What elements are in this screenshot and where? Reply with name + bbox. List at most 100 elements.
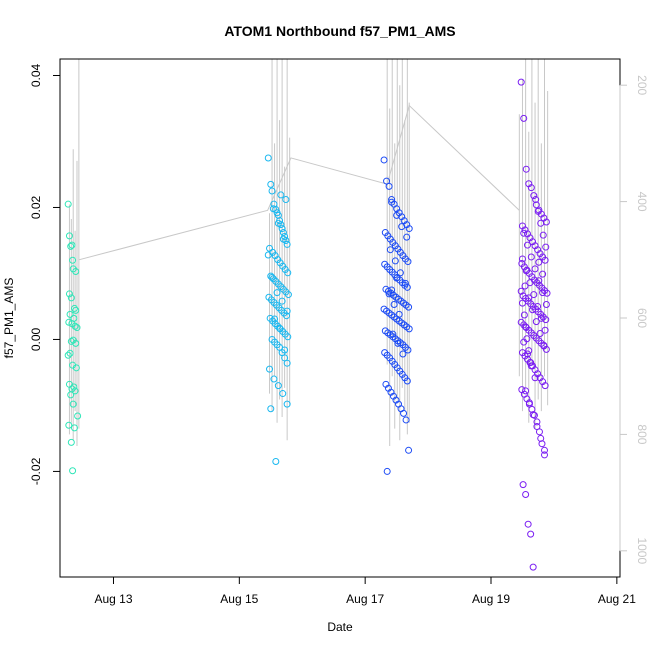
data-point [277, 191, 285, 199]
data-point [284, 269, 292, 277]
data-point [67, 337, 75, 345]
data-point [540, 451, 548, 459]
secondary-series-layer [68, 59, 549, 447]
data-point [394, 339, 402, 347]
data-point [525, 399, 533, 407]
data-point [385, 182, 393, 190]
data-point [274, 382, 282, 390]
data-point [380, 156, 388, 164]
data-point [535, 277, 543, 285]
data-point [403, 377, 411, 385]
data-point [74, 412, 82, 420]
data-point [542, 316, 550, 324]
data-point [264, 154, 272, 162]
y-tick-label: 0.02 [29, 195, 43, 219]
data-point [402, 416, 410, 424]
data-point [264, 251, 272, 259]
data-point [522, 387, 530, 395]
data-point [67, 438, 75, 446]
data-point [72, 339, 80, 347]
data-point [532, 196, 540, 204]
data-point [403, 283, 411, 291]
data-point [535, 258, 543, 266]
plot-frame [59, 58, 621, 578]
x-axis: Aug 13 Aug 15 Aug 17 Aug 19 Aug 21 [94, 576, 636, 606]
data-point [67, 242, 75, 250]
y-tick-label: 0.04 [29, 63, 43, 87]
data-point [527, 184, 535, 192]
data-point [527, 359, 535, 367]
x-tick-label: Aug 17 [346, 592, 384, 606]
data-point [542, 243, 550, 251]
data-point [522, 491, 530, 499]
data-point [539, 289, 547, 297]
data-point [531, 374, 539, 382]
series-group [64, 200, 82, 475]
data-point [72, 306, 80, 314]
data-point [517, 78, 525, 86]
data-point [274, 219, 282, 227]
data-point [524, 350, 532, 358]
data-point [66, 310, 74, 318]
points-layer [64, 78, 551, 571]
data-point [283, 359, 291, 367]
data-point [67, 294, 75, 302]
data-point [278, 297, 286, 305]
secondary-y-tick-label: 600 [635, 308, 649, 328]
data-point [524, 520, 532, 528]
data-point [541, 256, 549, 264]
data-point [523, 335, 531, 343]
data-point [276, 324, 284, 332]
data-point [269, 205, 277, 213]
data-point [279, 229, 287, 237]
data-point [393, 274, 401, 282]
data-point [65, 290, 73, 298]
data-point [268, 273, 276, 281]
data-point [271, 315, 279, 323]
secondary-y-tick-label: 400 [635, 192, 649, 212]
data-point [529, 411, 537, 419]
data-point [525, 294, 533, 302]
data-point [400, 321, 408, 329]
series-group [517, 78, 551, 571]
data-point [396, 269, 404, 277]
data-point [69, 400, 77, 408]
data-point [534, 302, 542, 310]
data-point [273, 289, 281, 297]
data-point [526, 279, 534, 287]
data-point [524, 241, 532, 249]
data-point [530, 192, 538, 200]
data-point [400, 409, 408, 417]
series-group [264, 154, 292, 466]
data-point [537, 219, 545, 227]
data-point [70, 383, 78, 391]
data-point [391, 257, 399, 265]
data-point [388, 286, 396, 294]
x-tick-label: Aug 15 [220, 592, 258, 606]
data-point [284, 291, 292, 299]
data-point [68, 241, 76, 249]
y-axis: -0.02 0.00 0.02 0.04 [29, 63, 60, 485]
data-point [398, 223, 406, 231]
data-point [405, 325, 413, 333]
data-point [283, 240, 291, 248]
secondary-y-tick-label: 800 [635, 424, 649, 444]
data-point [64, 200, 72, 208]
data-point [383, 467, 391, 475]
data-point [401, 279, 409, 287]
data-point [522, 323, 530, 331]
data-point [529, 563, 537, 571]
data-point [534, 207, 542, 215]
data-point [72, 364, 80, 372]
x-tick-label: Aug 21 [598, 592, 636, 606]
data-point [390, 300, 398, 308]
data-point [532, 318, 540, 326]
data-point [267, 405, 275, 413]
data-point [399, 350, 407, 358]
data-point [389, 330, 397, 338]
data-point [520, 229, 528, 237]
data-point [403, 233, 411, 241]
data-point [70, 304, 78, 312]
data-point [521, 282, 529, 290]
